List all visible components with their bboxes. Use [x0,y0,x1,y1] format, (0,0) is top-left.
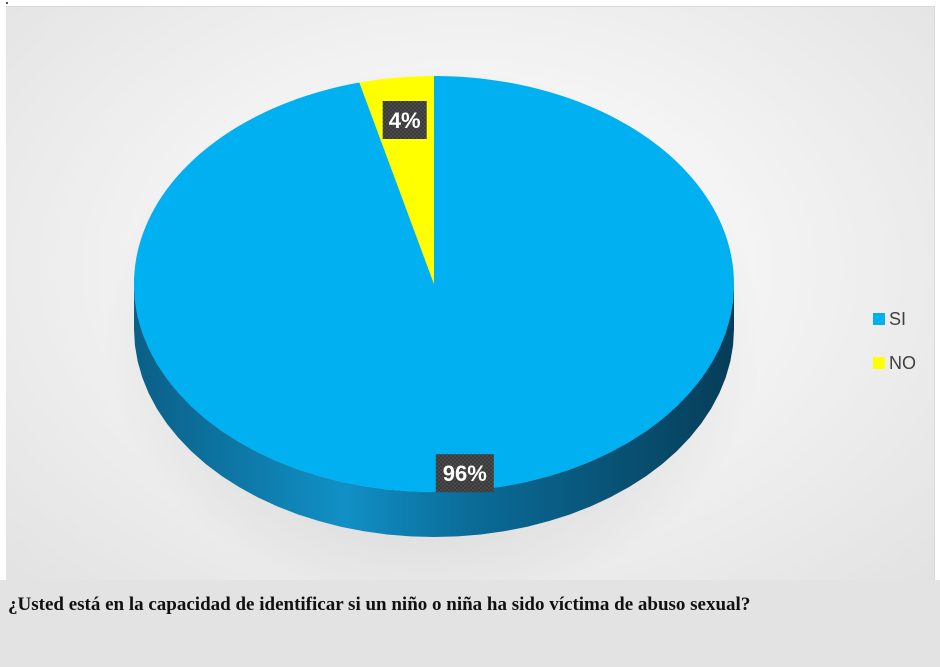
figure-caption: ¿Usted está en la capacidad de identific… [0,580,940,667]
data-label-background [382,101,427,139]
legend-swatch [873,313,885,325]
data-label-text: 96% [443,461,487,486]
data-label-background [435,454,494,493]
pie-side-si [134,284,734,537]
legend-swatch [873,357,885,369]
legend-label: SI [889,308,907,329]
data-label-si: 96% [435,454,494,493]
legend-item-no: NO [873,351,934,375]
data-label-no: 4% [382,101,427,139]
legend-item-si: SI [873,307,934,331]
stray-dot [6,2,8,4]
data-label-text: 4% [389,108,421,133]
pie-slice-si [133,76,734,492]
legend: SI NO [873,307,934,395]
legend-label: NO [889,352,916,373]
caption-text: ¿Usted está en la capacidad de identific… [8,594,751,615]
chart-area: 96% 4% SI NO [6,6,935,587]
pie-chart: 96% 4% [104,67,764,587]
